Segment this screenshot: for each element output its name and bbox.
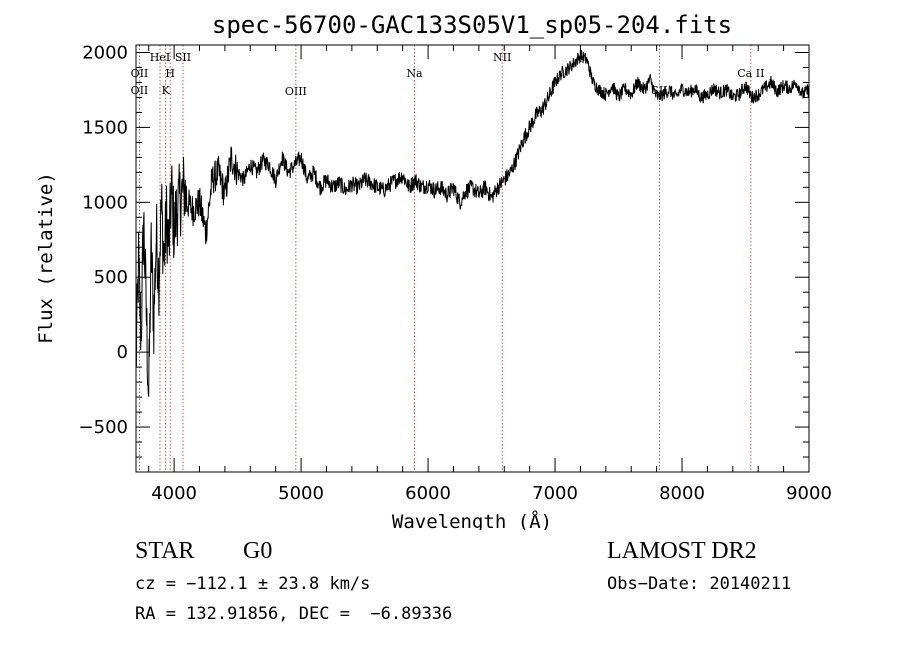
spectrum-series-line	[135, 49, 810, 397]
y-tick-label: 500	[94, 267, 128, 288]
redshift-readout: cz = −112.1 ± 23.8 km/s	[135, 574, 371, 594]
y-tick-label: 0	[117, 342, 128, 363]
line-label: OII	[131, 67, 149, 80]
y-tick-label: −500	[79, 417, 128, 438]
line-label: H	[165, 67, 175, 80]
line-label: OIII	[285, 85, 307, 98]
coordinates: RA = 132.91856, DEC = −6.89336	[135, 604, 453, 624]
object-class: STAR	[135, 538, 195, 564]
line-label: Na	[406, 67, 423, 80]
spectrum-chart: spec-56700-GAC133S05V1_sp05-204.fits OII…	[35, 11, 832, 530]
y-axis-title: Flux (relative)	[35, 172, 57, 344]
survey-label: LAMOST DR2	[607, 538, 757, 564]
x-tick-label: 9000	[786, 483, 832, 504]
obs-date: Obs−Date: 20140211	[607, 574, 792, 594]
line-label: SII	[175, 51, 191, 64]
line-label: HeI	[150, 51, 170, 64]
x-tick-label: 6000	[405, 483, 451, 504]
y-tick-label: 2000	[82, 42, 128, 63]
x-axis-title: Wavelength (Å)	[392, 510, 552, 530]
plot-frame	[135, 44, 810, 473]
line-label: Ca II	[737, 67, 764, 80]
subclass: G0	[243, 538, 273, 564]
y-tick-label: 1500	[82, 117, 128, 138]
y-tick-label: 1000	[82, 192, 128, 213]
x-tick-label: 8000	[659, 483, 705, 504]
x-tick-label: 5000	[278, 483, 324, 504]
line-label: NII	[493, 51, 511, 64]
x-tick-label: 7000	[532, 483, 578, 504]
line-label: OII	[131, 84, 149, 97]
line-label: K	[162, 84, 171, 97]
chart-title: spec-56700-GAC133S05V1_sp05-204.fits	[212, 11, 732, 39]
x-tick-label: 4000	[151, 483, 197, 504]
